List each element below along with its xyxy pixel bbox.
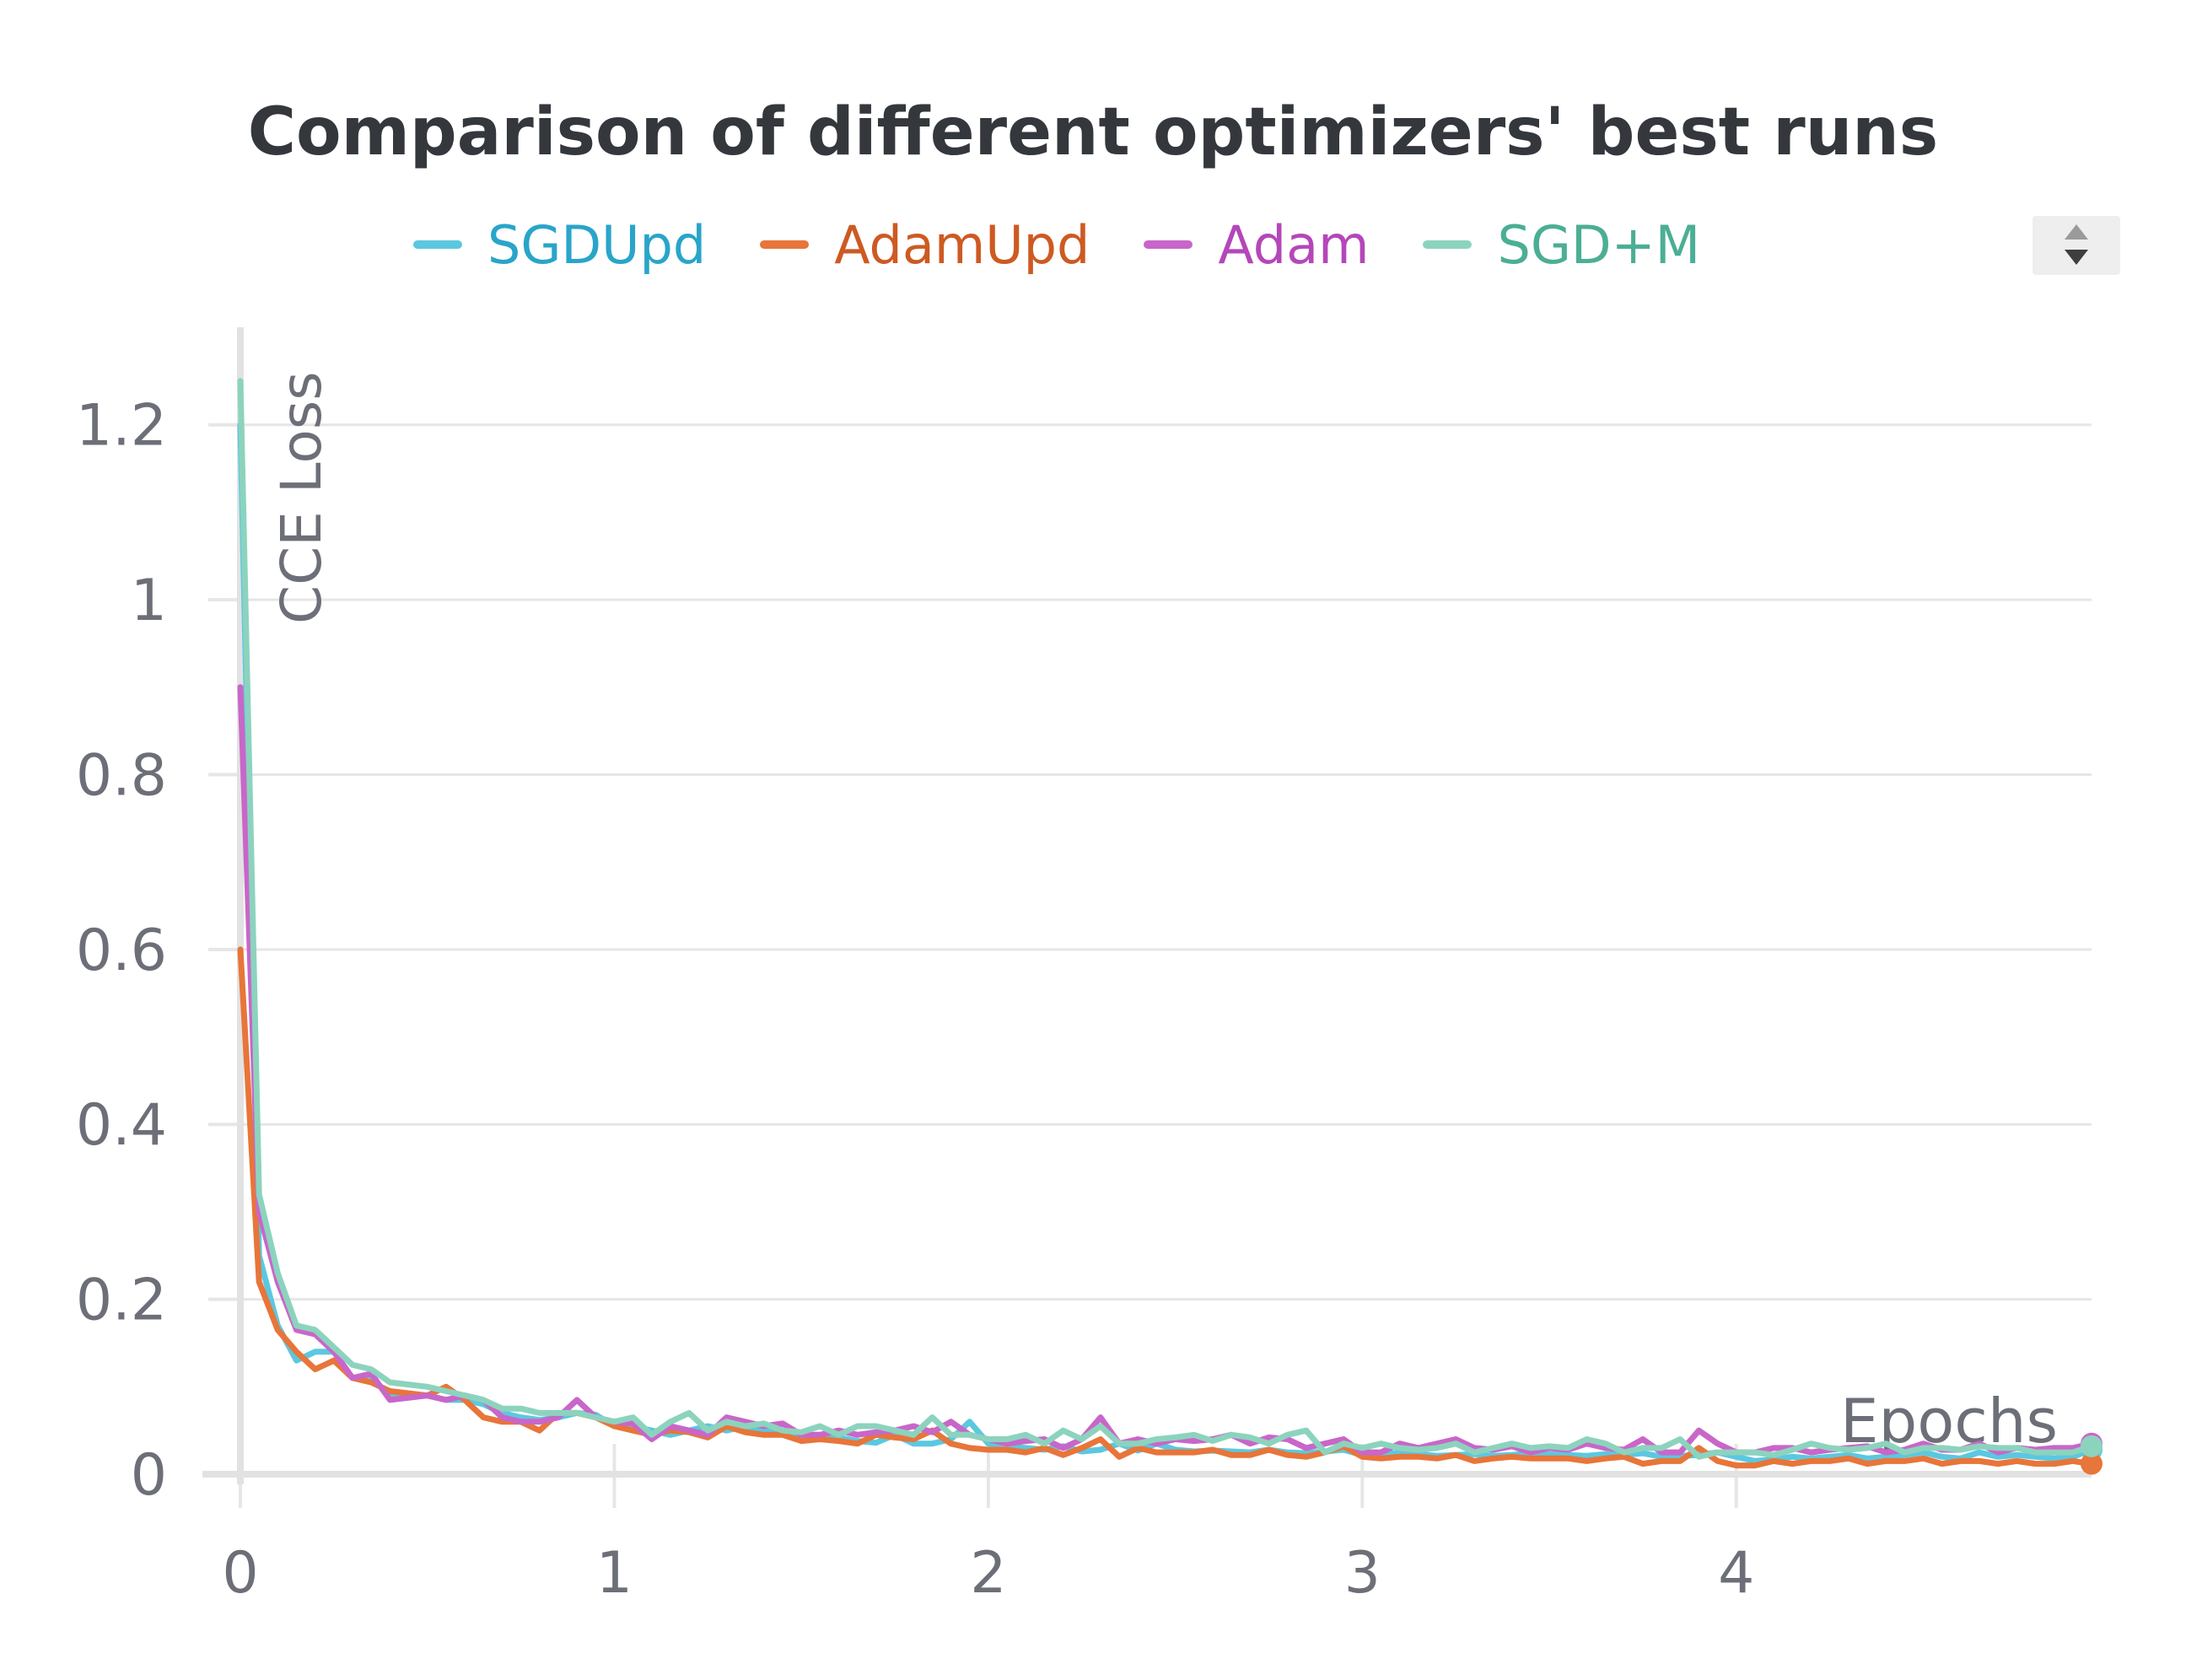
x-tick-label: 4 (1718, 1540, 1754, 1607)
legend-item[interactable]: AdamUpd (760, 214, 1090, 276)
x-tick-label: 2 (970, 1540, 1006, 1607)
y-tick-label: 0.2 (76, 1268, 167, 1334)
y-tick-label: 0.4 (76, 1092, 167, 1159)
legend-swatch (760, 240, 810, 249)
series-endpoint (2081, 1452, 2103, 1475)
y-tick-label: 0 (131, 1442, 167, 1509)
y-tick-label: 0.6 (76, 918, 167, 984)
legend-scroll-toggle[interactable] (2033, 216, 2120, 275)
x-tick-label: 0 (222, 1540, 258, 1607)
legend-label: SGD+M (1497, 213, 1701, 276)
chart-legend: SGDUpd AdamUpd Adam SGD+M (413, 211, 1700, 278)
y-tick-label: 1.2 (76, 393, 167, 460)
y-axis-title: CCE Loss (269, 371, 334, 624)
legend-label: AdamUpd (834, 213, 1090, 276)
x-tick-label: 3 (1344, 1540, 1381, 1607)
legend-label: SGDUpd (487, 213, 707, 276)
series-line-adamupd (237, 946, 2095, 1469)
x-tick-label: 1 (596, 1540, 633, 1607)
legend-item[interactable]: SGD+M (1423, 214, 1700, 276)
legend-swatch (413, 240, 462, 249)
chart-title: Comparison of different optimizers' best… (247, 94, 1939, 170)
legend-label: Adam (1218, 213, 1370, 276)
series-line-sgd-m (237, 378, 2095, 1460)
legend-item[interactable]: SGDUpd (413, 214, 706, 276)
legend-swatch (1423, 240, 1473, 249)
legend-swatch (1144, 240, 1193, 249)
y-tick-label: 1 (131, 568, 167, 634)
series-line-adam (237, 684, 2095, 1456)
legend-item[interactable]: Adam (1144, 214, 1369, 276)
y-tick-label: 0.8 (76, 742, 167, 809)
sort-arrows-icon (2065, 224, 2088, 265)
series-endpoint (2081, 1435, 2103, 1457)
series-line-sgdupd (237, 422, 2095, 1464)
